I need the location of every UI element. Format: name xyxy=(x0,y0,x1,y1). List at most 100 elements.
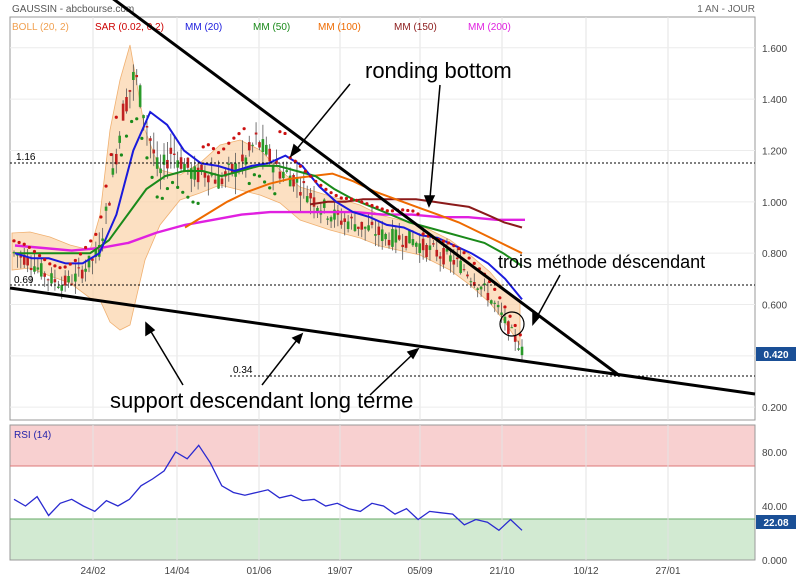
sar-dot xyxy=(472,261,476,266)
sar-dot xyxy=(457,247,461,251)
sar-dot xyxy=(441,239,446,243)
x-tick-label: 19/07 xyxy=(327,566,352,577)
level-069-label: 0.69 xyxy=(14,275,34,286)
x-tick-label: 01/06 xyxy=(246,566,271,577)
sar-dot xyxy=(273,192,277,196)
annotation-trois-methode: trois méthode déscendant xyxy=(498,252,705,272)
sar-dot xyxy=(104,184,108,188)
candle-body xyxy=(19,254,23,258)
sar-dot xyxy=(165,186,170,191)
candle-body xyxy=(486,292,490,301)
candle-body xyxy=(316,207,319,213)
candle-body xyxy=(353,224,357,231)
candle-body xyxy=(418,243,422,253)
sar-dot xyxy=(503,305,507,309)
rsi-tick-label: 0.000 xyxy=(762,556,787,567)
candle-body xyxy=(63,275,67,286)
candle-body xyxy=(125,97,128,112)
candle-body xyxy=(380,229,384,242)
sar-dot xyxy=(452,244,456,248)
candle-body xyxy=(176,160,179,168)
candle-body xyxy=(435,249,439,257)
sar-dot xyxy=(339,196,343,200)
y-tick-label: 1.600 xyxy=(762,44,787,55)
candle-body xyxy=(374,234,377,236)
three-methods-circle xyxy=(499,311,525,337)
x-tick-label: 10/12 xyxy=(573,566,598,577)
candle-body xyxy=(493,302,497,304)
sar-dot xyxy=(513,323,517,328)
candle-body xyxy=(285,170,289,172)
annotation-rounding-bottom: ronding bottom xyxy=(365,58,512,83)
mm20-line xyxy=(14,110,523,301)
candle-body xyxy=(322,199,326,208)
candle-body xyxy=(67,276,70,283)
sar-dot xyxy=(227,141,231,145)
candle-body xyxy=(53,279,57,283)
candle-body xyxy=(513,335,517,342)
sar-dot xyxy=(252,173,256,177)
sar-dot xyxy=(293,159,297,163)
sar-dot xyxy=(355,198,359,202)
candle-body xyxy=(278,171,282,179)
sar-dot xyxy=(206,143,210,147)
candle-body xyxy=(302,181,306,184)
candle-body xyxy=(220,178,224,185)
legend-item: MM (50) xyxy=(253,22,290,33)
sar-dot xyxy=(83,245,88,250)
sar-dot xyxy=(380,207,384,211)
candle-body xyxy=(483,283,486,286)
sar-dot xyxy=(58,266,62,270)
sar-dot xyxy=(109,152,113,157)
y-tick-label: 0.200 xyxy=(762,403,787,414)
candle-body xyxy=(363,226,367,229)
sar-dot xyxy=(385,209,389,213)
sar-dot xyxy=(196,201,200,205)
candle-body xyxy=(455,257,459,260)
candle-body xyxy=(428,245,432,250)
rsi-label: RSI (14) xyxy=(14,430,51,441)
candle-body xyxy=(326,218,329,220)
candle-body xyxy=(152,149,156,154)
candle-body xyxy=(309,192,312,199)
legend-item: SAR (0.02, 0.2) xyxy=(95,22,164,33)
candle-body xyxy=(503,316,507,324)
candle-body xyxy=(159,168,162,174)
candle-body xyxy=(490,300,493,304)
candle-body xyxy=(247,142,251,151)
candle-body xyxy=(370,221,374,225)
sar-dot xyxy=(232,136,236,140)
rsi-axis: 80.00 40.00 0.000 xyxy=(762,448,787,567)
sar-dot xyxy=(493,287,497,291)
candle-body xyxy=(377,226,381,236)
sar-dot xyxy=(176,185,180,190)
candle-body xyxy=(350,216,353,219)
period-label: 1 AN - JOUR xyxy=(697,4,755,15)
sar-dot xyxy=(99,215,103,219)
candle-body xyxy=(16,254,19,256)
candle-body xyxy=(442,248,445,265)
sar-dot xyxy=(201,145,205,149)
sar-dot xyxy=(324,187,328,191)
sar-dot xyxy=(145,156,149,160)
sar-dot xyxy=(242,127,246,131)
candle-body xyxy=(94,249,98,257)
candle-body xyxy=(510,327,514,329)
legend-item: MM (200) xyxy=(468,22,511,33)
candle-body xyxy=(384,233,387,240)
mm100-line xyxy=(184,172,523,255)
candle-body xyxy=(138,85,142,107)
sar-dot xyxy=(360,200,364,204)
last-rsi-value: 22.08 xyxy=(763,518,788,529)
x-tick-label: 21/10 xyxy=(489,566,514,577)
chart-title: GAUSSIN - abcbourse.com xyxy=(12,4,134,15)
rsi-oversold-zone xyxy=(10,519,755,560)
candle-body xyxy=(346,221,350,229)
sar-dot xyxy=(27,245,31,250)
candle-body xyxy=(415,242,418,247)
candle-body xyxy=(22,254,26,265)
candle-body xyxy=(261,139,265,152)
candle-body xyxy=(397,235,401,240)
candle-body xyxy=(87,255,91,268)
candle-body xyxy=(207,175,210,183)
